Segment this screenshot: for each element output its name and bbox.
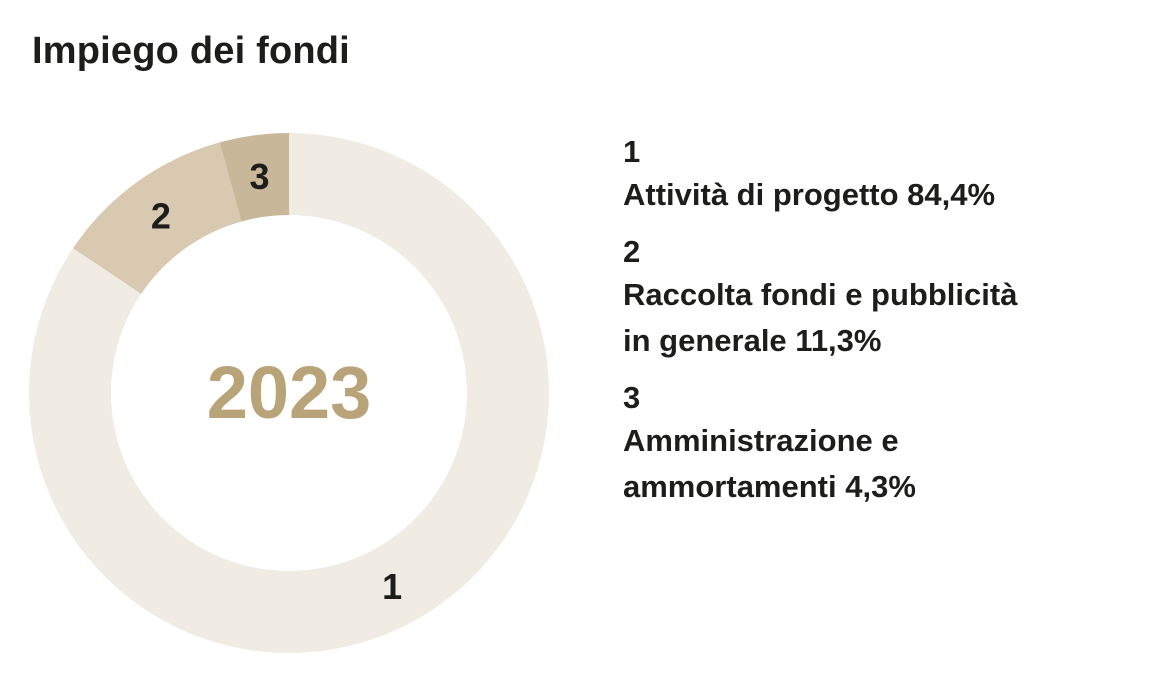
legend-item-3: 3 Amministrazione e ammortamenti 4,3% [623, 378, 1143, 510]
chart-title: Impiego dei fondi [32, 30, 350, 72]
donut-slice-1 [28, 133, 549, 653]
donut-slice-3 [219, 133, 289, 222]
legend-item-1: 1 Attività di progetto 84,4% [623, 132, 1143, 218]
slice-label-3: 3 [249, 156, 269, 197]
legend-item-2: 2 Raccolta fondi e pubblicità in general… [623, 232, 1143, 364]
legend-number: 1 [623, 134, 641, 169]
chart-legend: 1 Attività di progetto 84,4% 2 Raccolta … [623, 132, 1143, 524]
donut-chart: 1 2 3 2023 [28, 133, 549, 653]
legend-label: Attività di progetto 84,4% [623, 177, 996, 212]
slice-label-1: 1 [382, 566, 402, 607]
center-year-label: 2023 [207, 351, 372, 434]
legend-number: 3 [623, 380, 641, 415]
legend-label: Amministrazione e ammortamenti 4,3% [623, 423, 916, 504]
legend-label: Raccolta fondi e pubblicità in generale … [623, 277, 1018, 358]
legend-number: 2 [623, 234, 641, 269]
donut-slice-2 [73, 142, 242, 294]
slice-label-2: 2 [151, 195, 171, 236]
